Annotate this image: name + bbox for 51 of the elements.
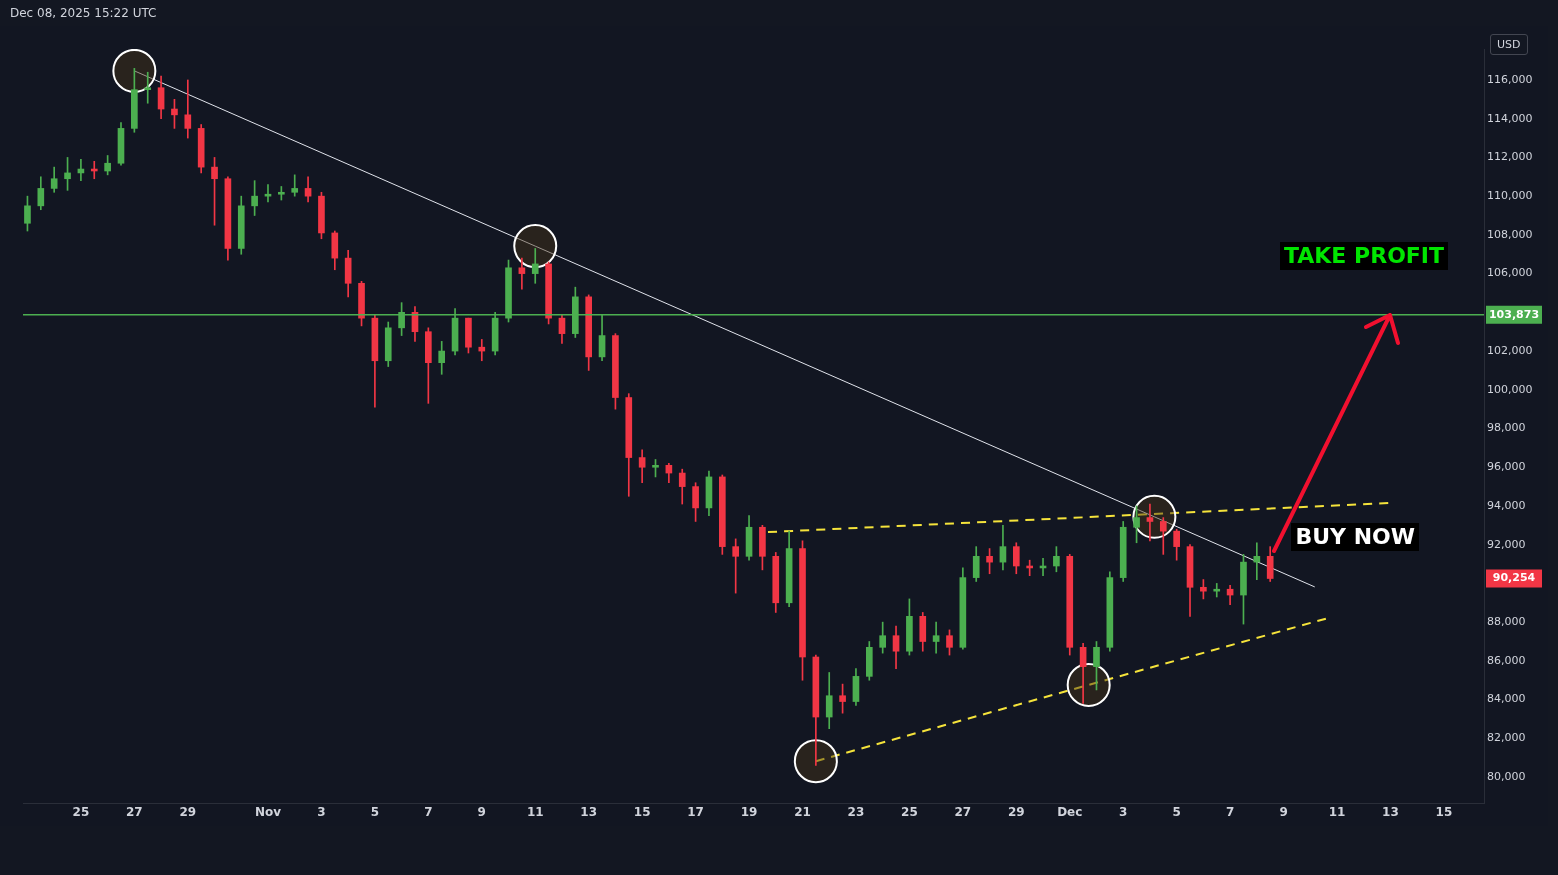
x-tick-label: 23 <box>847 805 865 820</box>
y-tick-label: 116,000 <box>1487 72 1533 86</box>
x-tick-label: 21 <box>794 805 811 820</box>
y-tick-label: 100,000 <box>1487 382 1533 396</box>
x-tick-label: 25 <box>901 805 918 820</box>
x-tick-label: 5 <box>1172 805 1181 820</box>
y-tick-label: 106,000 <box>1487 266 1533 280</box>
x-tick-label: 3 <box>1119 805 1128 820</box>
x-tick-label: 11 <box>1328 805 1346 820</box>
y-tick-label: 82,000 <box>1487 731 1526 745</box>
x-tick-label: 29 <box>179 805 197 820</box>
ref-line-label: 103,873 <box>1488 307 1540 321</box>
x-tick-label: Dec <box>1057 805 1083 820</box>
point <box>513 224 558 269</box>
x-tick-label: Nov <box>254 805 282 820</box>
x-tick-label: 13 <box>1382 805 1399 820</box>
text: Dec 08, 2025 15:22 UTC <box>10 6 157 21</box>
point <box>112 49 157 93</box>
x-tick-label: 3 <box>317 805 326 820</box>
x-tick-label: 13 <box>580 805 598 820</box>
y-tick-label: 94,000 <box>1487 498 1526 512</box>
y-tick-label: 112,000 <box>1487 150 1533 164</box>
y-axis-title: USD <box>1490 34 1528 55</box>
x-tick-label: 15 <box>1435 805 1453 820</box>
y-tick-label: 80,000 <box>1487 769 1526 783</box>
x-tick-label: 15 <box>633 805 651 820</box>
x-tick-label: 7 <box>424 805 433 820</box>
x-tick-label: 11 <box>526 805 544 820</box>
y-tick-label: 92,000 <box>1487 537 1526 551</box>
y-tick-label: 108,000 <box>1487 227 1533 241</box>
x-tick-label: 29 <box>1007 805 1025 820</box>
text: 90,254 <box>1492 571 1536 585</box>
y-tick-label: 84,000 <box>1487 692 1526 706</box>
y-tick-label: 98,000 <box>1487 421 1526 435</box>
x-tick-label: 9 <box>477 805 486 820</box>
annotation: TAKE PROFIT <box>1280 242 1449 271</box>
y-tick-label: 114,000 <box>1487 111 1533 125</box>
y-tick-label: 102,000 <box>1487 343 1533 357</box>
x-tick-label: 9 <box>1279 805 1288 820</box>
x-tick-label: 17 <box>687 805 704 820</box>
y-tick-label: 110,000 <box>1487 189 1533 203</box>
x-tick-label: 27 <box>954 805 972 820</box>
x-tick-label: 5 <box>370 805 380 820</box>
x-tick-label: 25 <box>72 805 90 820</box>
y-tick-label: 96,000 <box>1487 460 1526 474</box>
x-tick-label: 27 <box>126 805 143 820</box>
x-tick-label: 7 <box>1225 805 1235 820</box>
annotation: BUY NOW <box>1291 522 1420 552</box>
y-tick-label: 88,000 <box>1487 615 1526 629</box>
y-tick-label: 86,000 <box>1487 653 1526 667</box>
x-tick-label: 19 <box>740 805 758 820</box>
